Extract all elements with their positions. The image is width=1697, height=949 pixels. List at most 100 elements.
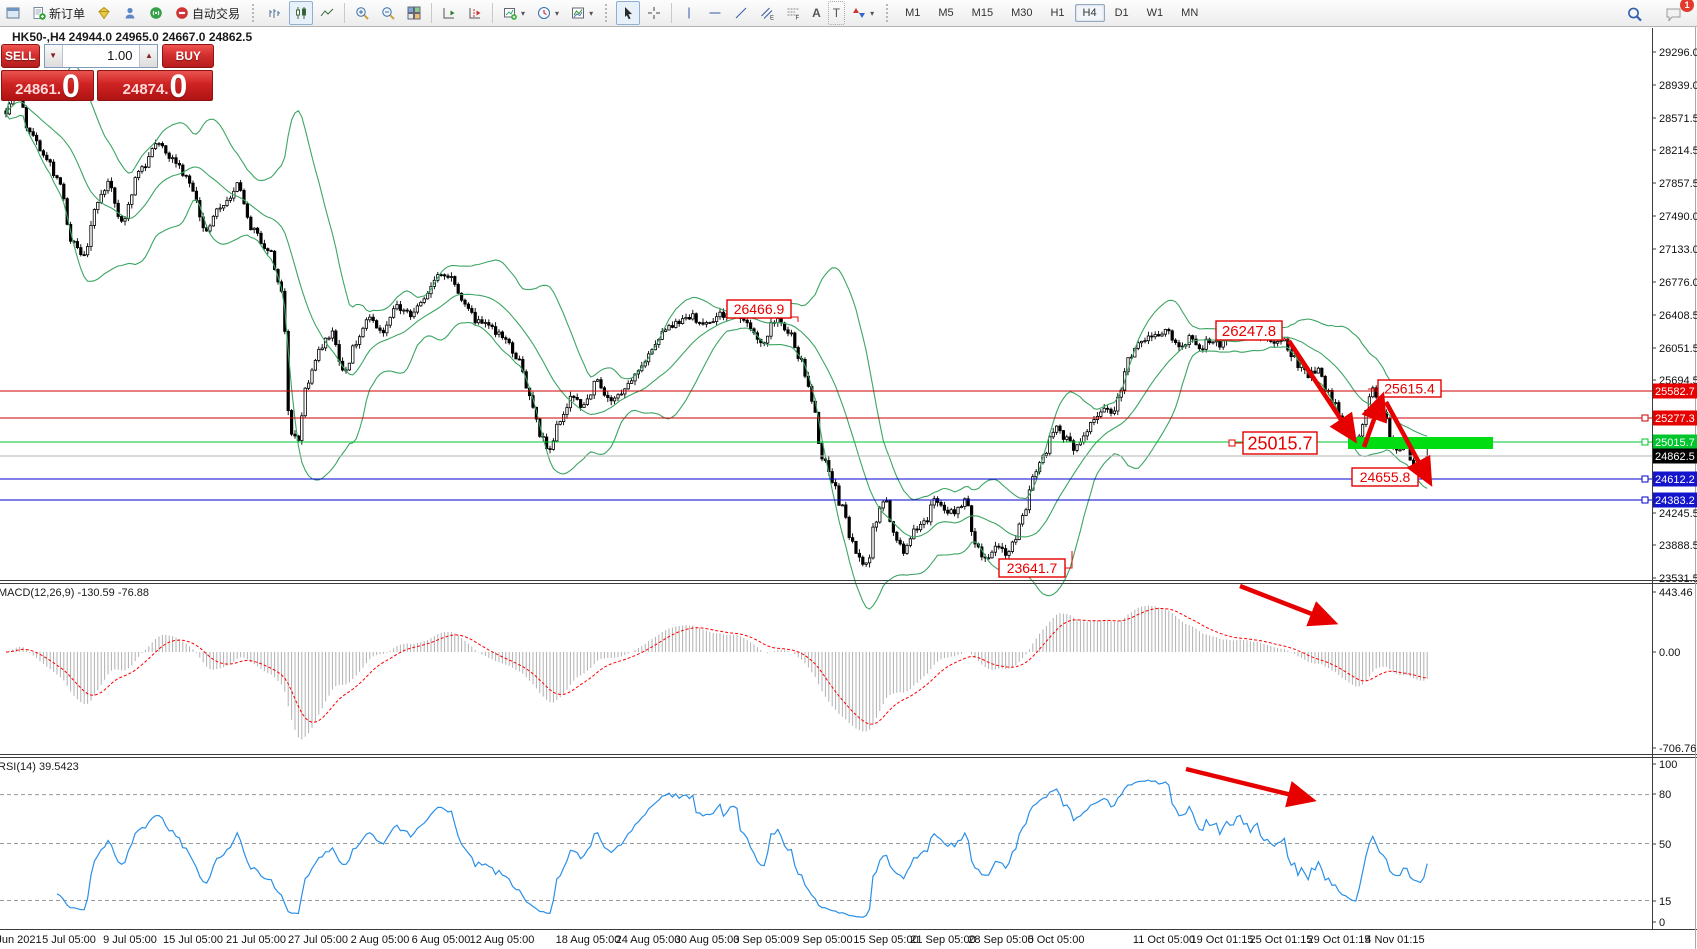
trendline-button[interactable] — [729, 1, 753, 25]
chart-shift-button[interactable] — [463, 1, 487, 25]
tf-button-M5[interactable]: M5 — [938, 7, 954, 19]
community-icon[interactable] — [118, 1, 142, 25]
trend-arrow[interactable] — [1361, 391, 1387, 448]
buy-price-display[interactable]: 24874. 0 — [97, 70, 213, 102]
indicator-axis-label: 80 — [1659, 789, 1671, 801]
signals-icon[interactable] — [144, 1, 168, 25]
tf-button-H1[interactable]: H1 — [1050, 7, 1065, 19]
bull-candle — [1279, 340, 1283, 343]
bear-candle — [521, 358, 525, 373]
tf-button-M30[interactable]: M30 — [1011, 7, 1033, 19]
chart-window-icon[interactable] — [1, 1, 25, 25]
bear-candle — [442, 274, 447, 277]
tf-button-M1[interactable]: M1 — [905, 7, 921, 19]
new-chart-icon — [504, 8, 517, 20]
auto-scroll-button[interactable] — [437, 1, 461, 25]
bear-candle — [493, 326, 498, 335]
text-tool-label: A — [812, 6, 821, 20]
axis-price-badge — [1653, 383, 1697, 399]
candlestick-chart-button[interactable] — [289, 1, 314, 25]
sell-button[interactable]: SELL — [1, 44, 40, 68]
crosshair-button[interactable] — [642, 1, 666, 25]
volume-stepper[interactable]: ▼ 1.00 ▲ — [43, 44, 159, 68]
price-callout-box[interactable] — [1215, 320, 1283, 341]
editor-icon[interactable] — [92, 1, 116, 25]
bull-candle — [616, 394, 620, 399]
x-axis-date-label: 6 Aug 05:00 — [412, 934, 471, 946]
hline-handle[interactable] — [1641, 475, 1649, 483]
tf-button-D1[interactable]: D1 — [1114, 7, 1129, 19]
fibonacci-button[interactable]: F — [781, 1, 805, 25]
hline-handle[interactable] — [1641, 414, 1649, 422]
zoom-out-button[interactable] — [376, 1, 400, 25]
volume-decrease-button[interactable]: ▼ — [44, 45, 63, 67]
price-callout-box[interactable] — [1377, 379, 1442, 398]
vertical-line-button[interactable] — [677, 1, 701, 25]
x-axis-date-label: 4 Nov 01:15 — [1365, 934, 1424, 946]
auto-trading-button[interactable]: 自动交易 — [170, 1, 245, 25]
chart-window[interactable]: 29296.0 28939.0 28571.5 28214.5 27857.5 27490… — [0, 27, 1697, 949]
new-order-button[interactable]: 新订单 — [27, 1, 90, 25]
new-chart-caret[interactable]: ▾ — [521, 8, 526, 18]
highlight-zone-rect[interactable] — [1348, 437, 1493, 449]
templates-caret[interactable]: ▾ — [589, 8, 594, 18]
volume-value[interactable]: 1.00 — [107, 48, 133, 63]
bear-candle — [895, 531, 899, 541]
bear-candle — [371, 316, 375, 322]
bollinger-lower-band — [5, 113, 1428, 610]
x-axis-date-label: 27 Jul 05:00 — [288, 934, 348, 946]
macd-signal-line — [5, 608, 1428, 725]
toolbar-grip[interactable] — [886, 4, 892, 22]
price-callout-box[interactable] — [998, 558, 1066, 578]
hline-handle[interactable] — [1641, 438, 1649, 446]
periods-button[interactable]: ▾ — [532, 1, 564, 25]
toolbar-grip[interactable] — [252, 4, 258, 22]
search-button[interactable] — [1621, 2, 1648, 26]
callout-anchor[interactable] — [1228, 439, 1236, 447]
tf-button-W1[interactable]: W1 — [1146, 7, 1164, 19]
price-callout-box[interactable] — [726, 299, 792, 319]
cursor-button[interactable] — [616, 1, 641, 25]
arrows-caret[interactable]: ▾ — [870, 8, 875, 18]
tf-button-M15[interactable]: M15 — [971, 7, 994, 19]
x-axis-date-label: 21 Jul 05:00 — [226, 934, 286, 946]
periods-caret[interactable]: ▾ — [555, 8, 560, 18]
bull-candle — [912, 528, 916, 540]
channel-button[interactable]: E — [755, 1, 779, 25]
crosshair-icon — [648, 7, 661, 19]
line-chart-button[interactable] — [315, 1, 339, 25]
buy-button[interactable]: BUY — [162, 44, 214, 68]
arrows-button[interactable]: ▾ — [847, 1, 879, 25]
x-axis-date-label: 12 Aug 05:00 — [470, 934, 535, 946]
trend-arrow[interactable] — [1384, 400, 1433, 487]
new-chart-button[interactable]: ▾ — [498, 1, 530, 25]
bear-candle — [572, 395, 576, 398]
zoom-in-button[interactable] — [350, 1, 374, 25]
bull-candle — [1014, 539, 1018, 543]
tile-windows-button[interactable] — [402, 1, 426, 25]
bull-candle — [585, 398, 590, 405]
text-button[interactable]: A — [807, 1, 826, 25]
volume-increase-button[interactable]: ▲ — [139, 45, 158, 67]
bear-candle — [721, 311, 726, 318]
notification-badge[interactable]: 1 — [1680, 0, 1694, 12]
templates-button[interactable]: ▾ — [566, 1, 598, 25]
bull-candle — [147, 156, 151, 168]
sell-price-display[interactable]: 24861. 0 — [1, 70, 94, 102]
horizontal-line-button[interactable] — [703, 1, 727, 25]
bar-chart-button[interactable] — [263, 1, 287, 25]
bull-candle — [368, 316, 372, 321]
axis-price-badge — [1653, 434, 1697, 450]
bear-candle — [490, 324, 494, 328]
trend-arrow[interactable] — [1287, 339, 1357, 444]
toolbar-grip[interactable] — [605, 4, 611, 22]
trend-arrow[interactable] — [1239, 583, 1339, 627]
tf-button-MN[interactable]: MN — [1181, 7, 1199, 19]
text-label-button[interactable]: T — [827, 1, 846, 25]
hline-handle[interactable] — [1641, 496, 1649, 504]
chat-button[interactable]: 1 — [1660, 0, 1694, 26]
trend-arrow[interactable] — [1185, 766, 1317, 808]
tf-button-H4[interactable]: H4 — [1074, 4, 1105, 22]
price-callout-box[interactable] — [1242, 431, 1318, 455]
